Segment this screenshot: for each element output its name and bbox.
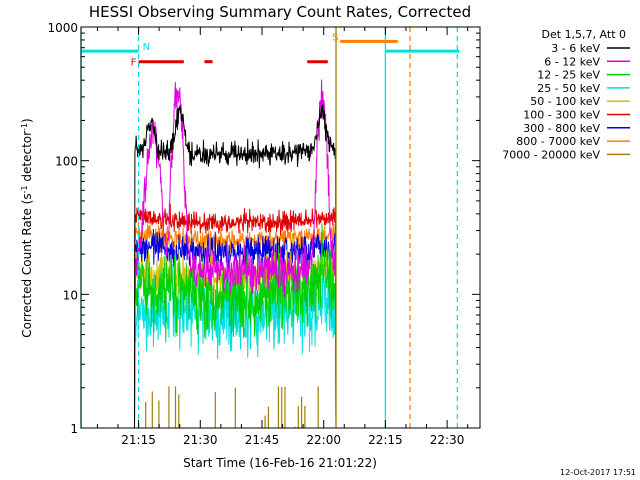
x-tick-label: 22:15: [368, 433, 403, 447]
series-7000-20000: [135, 386, 319, 428]
legend-header: Det 1,5,7, Att 0: [542, 28, 626, 41]
y-tick-label: 10: [63, 288, 78, 302]
timestamp: 12-Oct-2017 17:51: [560, 468, 636, 477]
legend-entry-label: 300 - 800 keV: [523, 122, 600, 135]
y-tick-label: 1000: [47, 21, 78, 35]
legend-entry-label: 12 - 25 keV: [537, 69, 600, 82]
legend-entry-label: 100 - 300 keV: [523, 109, 600, 122]
series-100-300: [134, 203, 337, 429]
y-tick-label: 1: [70, 422, 78, 436]
legend-entry-label: 7000 - 20000 keV: [502, 148, 600, 161]
flag-label-n: N: [143, 42, 150, 53]
legend-entry-label: 50 - 100 keV: [530, 95, 600, 108]
chart-title: HESSI Observing Summary Count Rates, Cor…: [89, 3, 471, 21]
x-axis-label: Start Time (16-Feb-16 21:01:22): [183, 456, 377, 470]
x-tick-label: 22:00: [306, 433, 341, 447]
x-tick-label: 21:15: [121, 433, 156, 447]
x-tick-label: 21:30: [183, 433, 218, 447]
legend-entry-label: 6 - 12 keV: [544, 55, 600, 68]
flag-label-s: S: [332, 32, 338, 43]
y-tick-label: 100: [55, 155, 78, 169]
axes: 21:15 21:30 21:45 22:00 22:15 22:30 1 10 100 1000: [47, 21, 481, 447]
x-tick-label: 21:45: [245, 433, 280, 447]
legend-entry-label: 800 - 7000 keV: [516, 135, 600, 148]
plot-frame: [80, 26, 481, 429]
series-3-6: [134, 104, 337, 429]
y-axis-label: Corrected Count Rate (s-1 detector-1): [20, 118, 34, 337]
series-800-7000: [134, 221, 337, 429]
x-tick-label: 22:30: [430, 433, 465, 447]
legend-entry-label: 25 - 50 keV: [537, 82, 600, 95]
legend-entry-label: 3 - 6 keV: [551, 42, 600, 55]
series-6-12: [134, 79, 337, 429]
flag-label-f: F: [131, 58, 137, 69]
